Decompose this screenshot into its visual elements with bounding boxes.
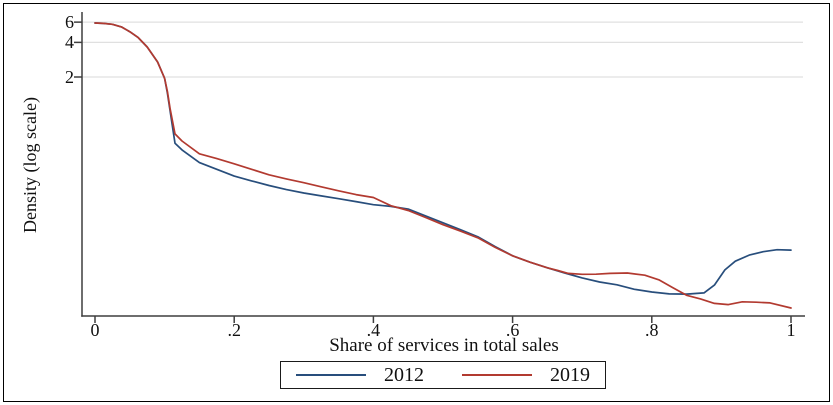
x-tick-label: 1 <box>786 320 796 340</box>
x-tick-label: .4 <box>366 320 381 340</box>
x-tick-label: .8 <box>645 320 659 340</box>
y-tick-label: 4 <box>65 32 74 53</box>
series-2019-line <box>94 22 792 309</box>
legend-entry-2019: 2019 <box>462 365 590 385</box>
legend-entry-2012: 2012 <box>296 365 424 385</box>
legend-line-2012 <box>296 374 366 376</box>
x-tick-label: .6 <box>505 320 520 340</box>
x-axis-ticks <box>94 316 792 323</box>
legend: 2012 2019 <box>280 361 606 389</box>
legend-label-2012: 2012 <box>384 364 424 386</box>
x-axis-title: Share of services in total sales <box>329 335 559 356</box>
y-tick-label: 6 <box>65 12 74 33</box>
x-tick-label: .2 <box>227 320 241 340</box>
axes <box>81 12 805 317</box>
series-2012-line <box>94 22 792 295</box>
y-axis-ticks <box>74 21 82 78</box>
y-tick-label: 2 <box>65 67 74 87</box>
gridlines <box>82 21 803 78</box>
y-axis-title: Density (log scale) <box>20 97 40 233</box>
legend-line-2019 <box>462 374 532 376</box>
legend-label-2019: 2019 <box>550 364 590 386</box>
x-tick-label: 0 <box>90 320 100 340</box>
